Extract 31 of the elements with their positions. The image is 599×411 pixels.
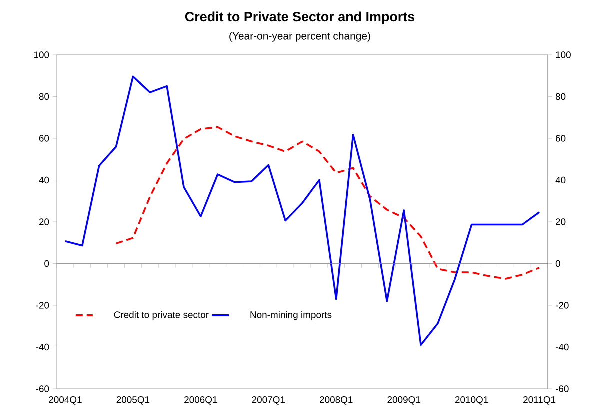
y2-tick-label: 0 (556, 260, 560, 268)
y2-tick-label: 40 (556, 176, 566, 184)
x-tick-label: 2011Q1 (524, 396, 556, 405)
chart-subtitle: (Year-on-year percent change) (230, 32, 370, 42)
x-tick-label: 2009Q1 (388, 396, 420, 405)
legend-label: Non-mining imports (250, 311, 332, 320)
y-tick-label: -20 (36, 302, 50, 309)
y2-tick-label: 20 (556, 218, 566, 226)
y-tick-label: 60 (39, 135, 50, 142)
legend-label: Credit to private sector (114, 311, 209, 320)
y-tick-label: 0 (44, 260, 50, 268)
y2-tick-label: 60 (556, 135, 566, 142)
line-series (115, 126, 540, 280)
y-tick-label: 100 (34, 52, 50, 58)
y2-tick-label: 80 (556, 93, 566, 100)
y-tick-label: -60 (36, 386, 50, 392)
x-tick-label: 2006Q1 (184, 396, 218, 405)
y-tick-label: 80 (39, 93, 50, 100)
x-tick-label: 2004Q1 (49, 396, 82, 405)
x-tick-label: 2005Q1 (116, 396, 150, 405)
y-tick-label: -40 (36, 344, 50, 351)
y-tick-label: 20 (39, 218, 50, 226)
y2-tick-label: -20 (556, 302, 569, 309)
chart-title: Credit to Private Sector and Imports (185, 12, 415, 24)
x-tick-label: 2010Q1 (455, 396, 488, 405)
y2-tick-label: -60 (556, 386, 569, 392)
y-tick-label: 40 (39, 176, 50, 184)
y2-tick-label: -40 (556, 344, 569, 351)
x-tick-label: 2007Q1 (252, 396, 286, 405)
x-tick-label: 2008Q1 (320, 396, 353, 405)
y2-tick-label: 100 (556, 52, 571, 58)
